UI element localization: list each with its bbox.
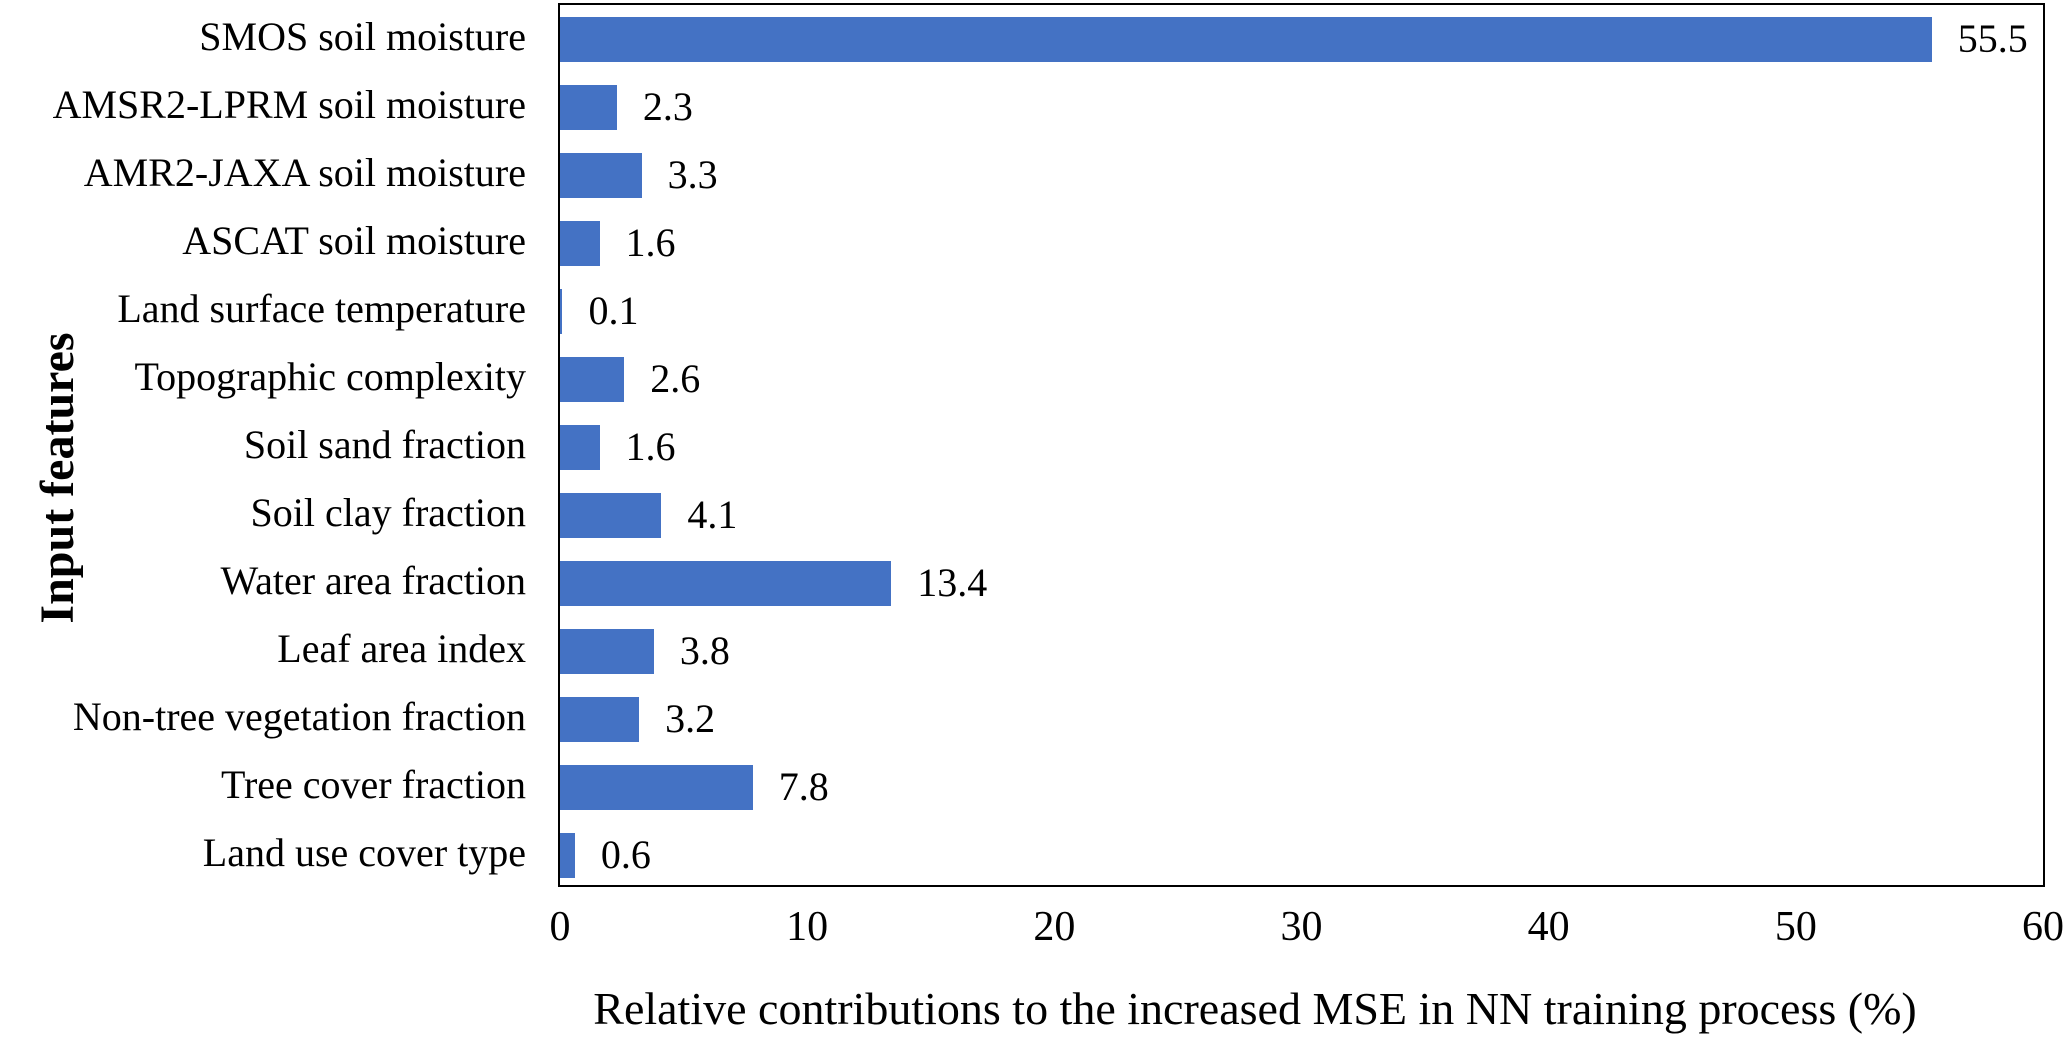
bar-row: 0.6 — [560, 821, 2043, 889]
x-tick-label: 0 — [549, 904, 571, 950]
bar — [560, 832, 575, 878]
category-label: Tree cover fraction — [220, 762, 526, 807]
bar-row: 3.8 — [560, 617, 2043, 685]
bar — [560, 356, 625, 402]
bar-value-label: 7.8 — [778, 764, 829, 809]
category-label: Water area fraction — [220, 558, 526, 603]
x-axis-ticks: 0 10 20 30 40 50 60 — [550, 904, 2065, 956]
bar-row: 13.4 — [560, 549, 2043, 617]
category-label: Land surface temperature — [117, 286, 526, 331]
bar-row: 3.3 — [560, 141, 2043, 209]
bar-value-label: 3.2 — [665, 696, 716, 741]
bar-row: 0.1 — [560, 277, 2043, 345]
category-label: SMOS soil moisture — [199, 14, 526, 59]
x-axis-title: Relative contributions to the increased … — [593, 983, 1917, 1034]
category-label: AMR2-JAXA soil moisture — [83, 150, 526, 195]
bar-row: 2.3 — [560, 73, 2043, 141]
category-label: ASCAT soil moisture — [182, 218, 526, 263]
bar-row: 3.2 — [560, 685, 2043, 753]
category-label: Land use cover type — [202, 830, 526, 875]
bar — [560, 560, 892, 606]
bar — [560, 152, 642, 198]
bar-value-label: 3.8 — [679, 628, 730, 673]
plot-area: 55.5 2.3 3.3 1.6 0.1 2.6 1.6 4.1 13.4 3.8 3.2 7.8 0.… — [558, 3, 2045, 887]
x-tick-label: 10 — [786, 904, 829, 950]
category-labels: SMOS soil moisture AMSR2-LPRM soil moistu… — [0, 3, 526, 887]
bar — [560, 84, 617, 130]
bar-value-label: 4.1 — [687, 492, 738, 537]
category-label: Topographic complexity — [134, 354, 526, 399]
bar-value-label: 0.6 — [600, 832, 651, 877]
bar — [560, 628, 654, 674]
bar-value-label: 1.6 — [625, 220, 676, 265]
category-label: Soil sand fraction — [243, 422, 526, 467]
bar-value-label: 2.3 — [642, 84, 693, 129]
bar-value-label: 2.6 — [650, 356, 701, 401]
bar — [560, 220, 600, 266]
x-tick-label: 20 — [1033, 904, 1076, 950]
x-tick-label: 50 — [1774, 904, 1817, 950]
x-tick-label: 30 — [1280, 904, 1323, 950]
bar — [560, 492, 662, 538]
bar — [560, 696, 640, 742]
bar-row: 2.6 — [560, 345, 2043, 413]
bar-row: 1.6 — [560, 413, 2043, 481]
category-label: AMSR2-LPRM soil moisture — [52, 82, 526, 127]
bar — [560, 288, 563, 334]
bar-value-label: 3.3 — [667, 152, 718, 197]
bar — [560, 424, 600, 470]
bar — [560, 16, 1932, 62]
bar-value-label: 0.1 — [588, 288, 639, 333]
category-label: Non-tree vegetation fraction — [72, 694, 526, 739]
bar-row: 4.1 — [560, 481, 2043, 549]
bar-value-label: 13.4 — [917, 560, 988, 605]
x-tick-label: 60 — [2022, 904, 2064, 950]
bar-row: 55.5 — [560, 5, 2043, 73]
category-label: Leaf area index — [277, 626, 526, 671]
bar-value-label: 55.5 — [1957, 16, 2028, 61]
bar — [560, 764, 753, 810]
bar-row: 1.6 — [560, 209, 2043, 277]
x-tick-label: 40 — [1527, 904, 1570, 950]
category-label: Soil clay fraction — [250, 490, 526, 535]
bar-value-label: 1.6 — [625, 424, 676, 469]
bar-row: 7.8 — [560, 753, 2043, 821]
